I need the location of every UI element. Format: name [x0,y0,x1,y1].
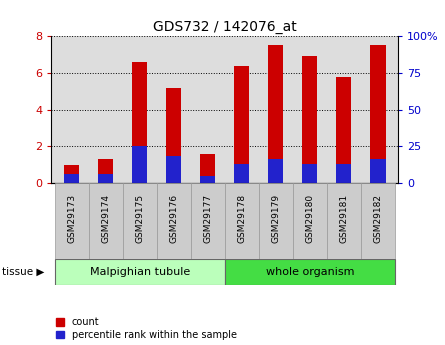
Bar [225,259,395,285]
Text: GSM29182: GSM29182 [373,194,382,243]
Bar [200,176,215,183]
Bar [132,62,147,183]
Bar [191,183,225,259]
Bar [234,66,249,183]
Bar [132,146,147,183]
Bar [225,183,259,259]
Text: GSM29179: GSM29179 [271,194,280,243]
Text: GSM29180: GSM29180 [305,194,314,243]
Bar [268,159,283,183]
Legend: count, percentile rank within the sample: count, percentile rank within the sample [56,317,237,340]
Bar [166,88,182,183]
Bar [268,46,283,183]
Bar [55,259,225,285]
Text: GSM29173: GSM29173 [67,194,76,243]
Text: GSM29174: GSM29174 [101,194,110,243]
Bar [259,183,293,259]
Bar [370,46,385,183]
Bar [302,56,317,183]
Bar [361,183,395,259]
Bar [64,174,79,183]
Bar [98,174,113,183]
Bar [336,77,352,183]
Bar [98,159,113,183]
Bar [157,183,191,259]
Bar [327,183,361,259]
Bar [166,157,182,183]
Text: GSM29181: GSM29181 [340,194,348,243]
Bar [55,183,89,259]
Bar [293,183,327,259]
Bar [200,154,215,183]
Text: Malpighian tubule: Malpighian tubule [89,267,190,277]
Bar [234,164,249,183]
Bar [336,164,352,183]
Text: tissue ▶: tissue ▶ [2,267,44,277]
Text: whole organism: whole organism [266,267,354,277]
Text: GSM29178: GSM29178 [237,194,246,243]
Text: GSM29177: GSM29177 [203,194,212,243]
Bar [370,159,385,183]
Bar [89,183,123,259]
Bar [64,165,79,183]
Bar [123,183,157,259]
Bar [302,164,317,183]
Text: GSM29176: GSM29176 [169,194,178,243]
Text: GSM29175: GSM29175 [135,194,144,243]
Title: GDS732 / 142076_at: GDS732 / 142076_at [153,20,297,34]
